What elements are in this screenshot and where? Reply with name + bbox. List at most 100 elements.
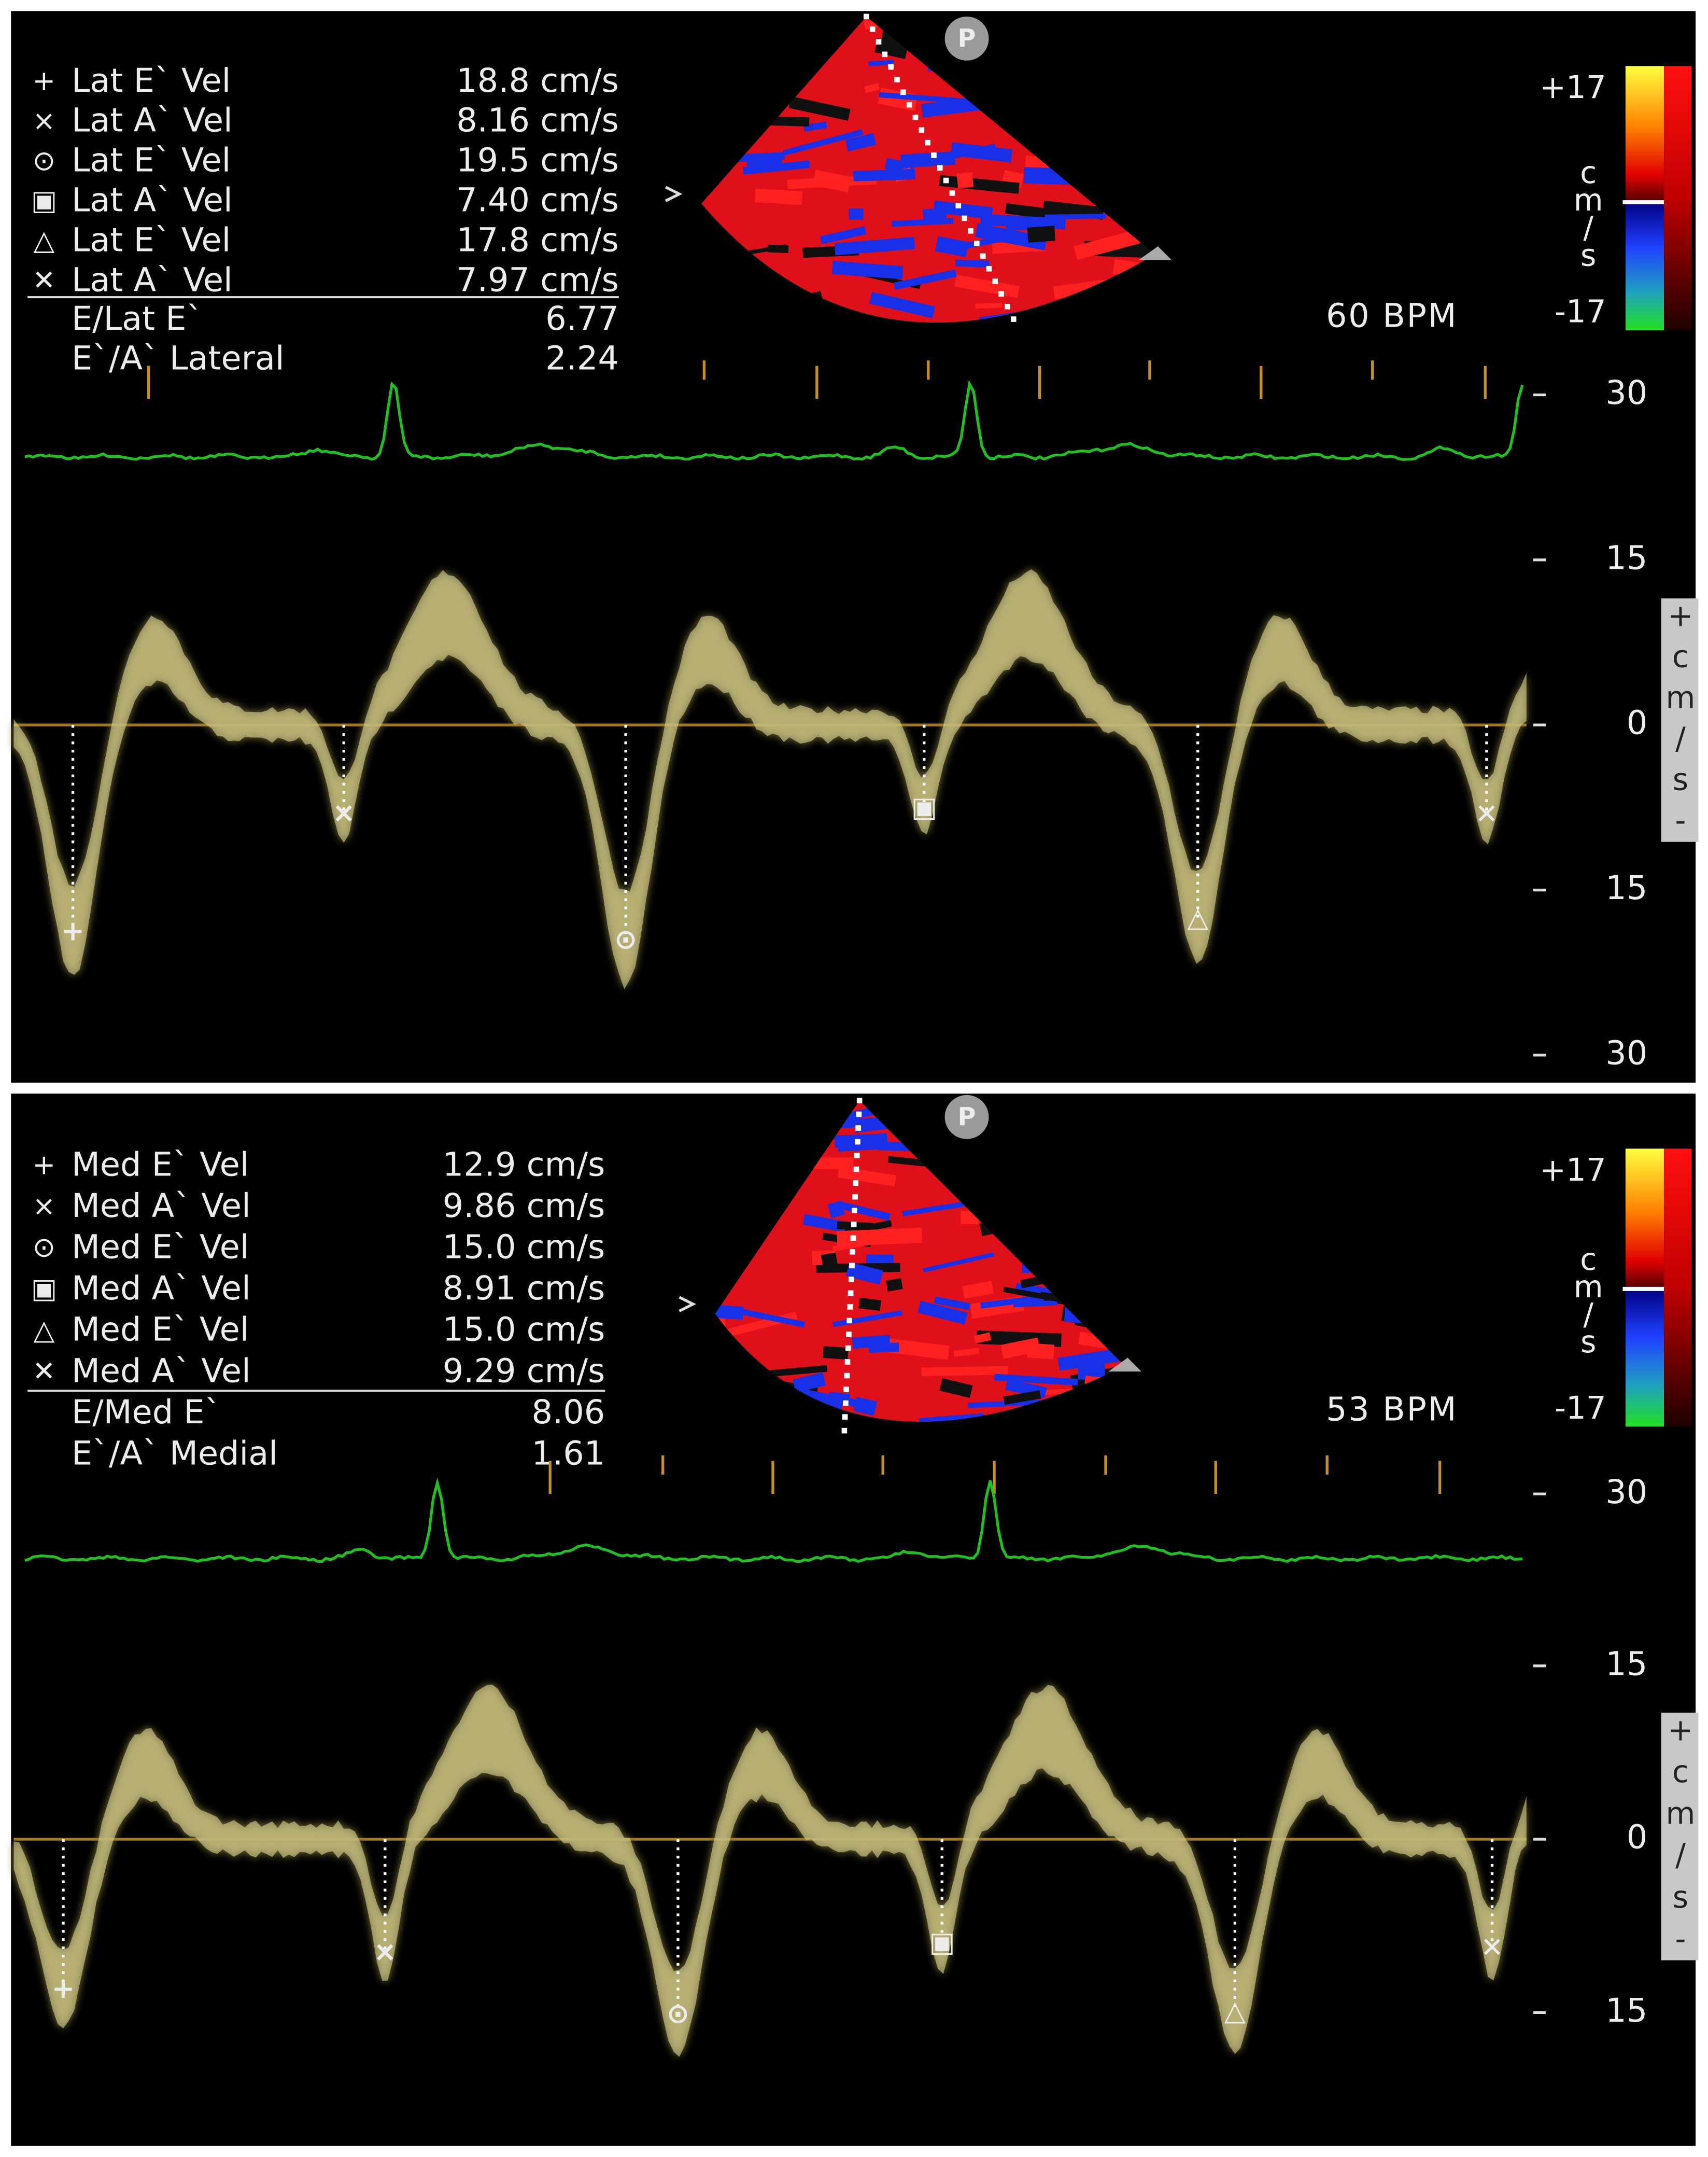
- measurement-value: 12.9 cm/s: [443, 1145, 605, 1184]
- sector-orientation: [665, 186, 683, 202]
- sector-flow: [853, 1396, 878, 1416]
- scan-line-dot: [845, 1345, 851, 1351]
- trace-marker: ⊙: [614, 923, 637, 955]
- scan-line-dot: [846, 1318, 852, 1324]
- scan-line-dot: [847, 1304, 853, 1310]
- side-label-char: s: [1673, 1880, 1688, 1915]
- scan-line-dot: [850, 1249, 856, 1255]
- trace-marker: +: [61, 915, 84, 947]
- scan-line-dot: [848, 1277, 854, 1282]
- axis-label: 30: [1605, 1034, 1647, 1072]
- scan-line-dot: [973, 241, 980, 246]
- axis-label: 15: [1605, 1645, 1647, 1683]
- sector-flow: [916, 155, 942, 166]
- sector-flow: [783, 129, 864, 156]
- derived-name: E`/A` Lateral: [72, 340, 285, 378]
- measurement-symbol: +: [33, 1148, 55, 1181]
- sector-flow: [1074, 229, 1140, 260]
- color-scale-unit: /: [1583, 210, 1593, 245]
- scan-line-dot: [842, 1414, 848, 1420]
- probe-marker: [944, 1095, 989, 1139]
- sector-flow: [743, 160, 810, 175]
- measurement-symbol: ✕: [33, 264, 55, 297]
- scan-line-dot: [850, 1235, 856, 1241]
- sector-corner: [1108, 1357, 1141, 1372]
- scan-line-dot: [998, 291, 1004, 297]
- side-label-char: +: [1668, 1712, 1693, 1747]
- trace-marker: ⊙: [667, 1997, 689, 2029]
- sector-flow: [902, 1201, 964, 1216]
- trace-marker: ✕: [1480, 1931, 1503, 1964]
- trace-marker: +: [52, 1973, 75, 2005]
- probe-marker-label: P: [958, 1103, 976, 1131]
- sector-flow: [1053, 279, 1109, 299]
- sector-flow: [886, 1278, 903, 1292]
- doppler-core: [13, 1684, 1527, 2057]
- sector-flow: [953, 1348, 979, 1357]
- sector-flow: [944, 144, 996, 161]
- sector-orientation: [679, 1296, 697, 1312]
- scan-line-dot: [854, 1153, 860, 1158]
- measurement-value: 17.8 cm/s: [456, 221, 619, 260]
- scan-line-dot: [962, 215, 967, 221]
- sector-flow: [803, 121, 827, 132]
- probe-marker: [944, 16, 989, 61]
- sector-flow: [838, 1201, 891, 1221]
- side-label-char: c: [1672, 639, 1689, 674]
- scan-line-dot: [980, 253, 986, 259]
- sector-flow: [980, 214, 1066, 230]
- axis-label: 30: [1605, 1473, 1647, 1511]
- sector-flow: [933, 200, 993, 220]
- sector-flow: [869, 292, 935, 318]
- sector-flow: [980, 1294, 1044, 1309]
- axis-label: 30: [1605, 374, 1647, 412]
- sector-flow: [917, 1300, 968, 1325]
- sector-flow: [923, 1252, 995, 1273]
- sector-flow: [788, 96, 851, 121]
- sector-flow: [879, 92, 966, 104]
- color-scale-unit: /: [1583, 1297, 1593, 1332]
- sector-flow: [935, 236, 969, 257]
- sector-flow: [794, 1388, 876, 1411]
- scan-line-dot: [876, 39, 882, 45]
- scan-line-dot: [931, 152, 937, 158]
- sector-flow: [837, 1166, 896, 1187]
- sector-flow: [1078, 1363, 1105, 1380]
- measurement-name: Med E` Vel: [72, 1228, 249, 1267]
- measurement-name: Med A` Vel: [72, 1352, 251, 1390]
- scan-line-dot: [955, 203, 962, 208]
- scan-line-dot: [843, 1400, 849, 1406]
- measurement-value: 15.0 cm/s: [443, 1228, 605, 1267]
- measurement-name: Lat A` Vel: [72, 102, 233, 140]
- scan-line-dot: [986, 265, 992, 272]
- scan-line-dot: [949, 190, 955, 196]
- sector-flow: [955, 259, 990, 268]
- scan-line-dot: [888, 64, 894, 70]
- scan-line-dot: [864, 13, 869, 20]
- sector-flow: [853, 169, 915, 181]
- sector-flow: [837, 1227, 923, 1246]
- color-scale-variance: [1664, 1148, 1692, 1427]
- scan-line-dot: [925, 139, 930, 146]
- side-label-char: -: [1675, 803, 1686, 838]
- sector-flow: [919, 1413, 984, 1422]
- sector-flow: [891, 218, 954, 227]
- trace-marker: ▣: [929, 1926, 955, 1958]
- measurement-symbol: ×: [33, 1190, 55, 1222]
- measurement-name: Med E` Vel: [72, 1145, 249, 1184]
- measurement-value: 15.0 cm/s: [443, 1311, 605, 1349]
- scan-line-dot: [894, 77, 900, 82]
- scan-line-dot: [869, 26, 876, 32]
- measurement-value: 9.29 cm/s: [443, 1352, 605, 1390]
- color-scale-unit: s: [1580, 1324, 1596, 1360]
- measurement-value: 7.40 cm/s: [456, 181, 619, 220]
- trace-marker: ×: [332, 796, 355, 829]
- sector-flow: [1045, 214, 1106, 220]
- color-scale-positive: [1625, 1148, 1664, 1289]
- measurement-symbol: +: [33, 65, 55, 97]
- sector-flow: [820, 226, 867, 244]
- side-label-char: m: [1666, 1796, 1696, 1831]
- heart-rate: 60 BPM: [1326, 297, 1458, 335]
- side-label-box: [1661, 1713, 1699, 1960]
